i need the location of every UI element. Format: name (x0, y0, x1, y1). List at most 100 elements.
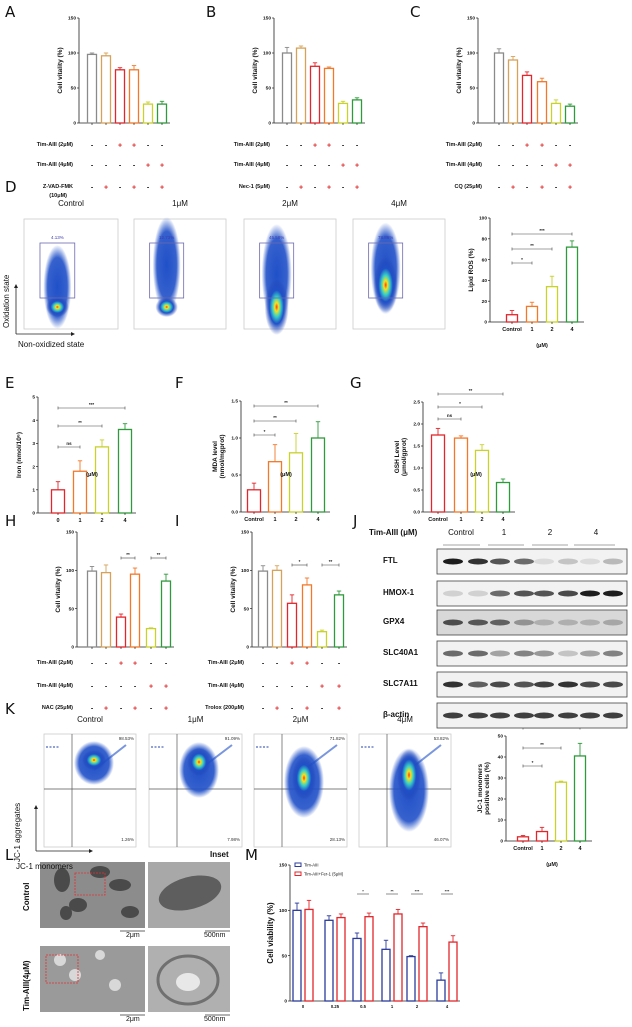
treatment-label: Nec-1 (5μM) (238, 184, 270, 190)
y-tick-label: 100 (479, 216, 487, 222)
y-tick-label: 100 (68, 51, 76, 57)
protein-band (443, 650, 463, 657)
swollen-mitochondrion (54, 954, 66, 966)
significance-label: * (532, 760, 534, 765)
x-tick-label: 2 (416, 1004, 419, 1009)
y-axis-label: Oxidation state (2, 274, 11, 328)
bar (295, 47, 307, 124)
y-axis-label: JC-1 monomers (477, 764, 484, 814)
y-tick-label: 0 (32, 511, 35, 517)
y-tick-label: 1.5 (231, 399, 238, 405)
x-tick-label: 4 (123, 518, 127, 524)
y-axis-label: GSH Level (394, 441, 401, 474)
plus-sign: + (159, 162, 165, 170)
bar (160, 580, 172, 648)
y-tick-label: 5 (32, 395, 35, 401)
flow-plot-d (352, 218, 446, 330)
significance-label: * (459, 401, 461, 406)
y-axis-label: Cell vitality (%) (456, 47, 463, 93)
plus-sign: + (145, 162, 151, 170)
x-tick-label: 2 (100, 518, 103, 524)
lower-right-percent: 1.26% (121, 837, 134, 842)
flow-title: 2μM (282, 199, 298, 208)
bar (156, 103, 168, 124)
plus-sign: + (304, 660, 310, 668)
gate-percent: 45.58% (269, 235, 285, 240)
density-core (155, 297, 178, 317)
minus-sign: - (119, 683, 123, 691)
bar (117, 428, 133, 514)
y-tick-label: 50 (498, 734, 504, 740)
minus-sign: - (104, 660, 108, 668)
minus-sign: - (90, 705, 94, 713)
protein-label: SLC40A1 (383, 648, 419, 657)
y-tick-label: 50 (244, 606, 250, 612)
panel-label-k: K (5, 700, 15, 718)
density-core (397, 749, 421, 801)
bar-fer1 (304, 908, 314, 1002)
minus-sign: - (104, 162, 108, 170)
protein-band (468, 681, 488, 688)
significance-label: ** (540, 742, 544, 747)
bar (115, 616, 127, 648)
density-core (46, 297, 69, 317)
significance-label: ** (126, 552, 130, 557)
bar-fer1 (393, 913, 403, 1002)
significance-label: * (299, 559, 301, 564)
bar (281, 52, 293, 124)
minus-sign: - (290, 705, 294, 713)
treatment-label: Tim-AIII (4μM) (36, 683, 73, 689)
x-axis-label: (μM) (470, 472, 482, 478)
minus-sign: - (355, 142, 359, 150)
inset-region-box (45, 954, 79, 984)
event-cloud (152, 217, 181, 313)
minus-sign: - (275, 660, 279, 668)
flow-plot-k (43, 733, 137, 848)
plus-sign: + (118, 660, 124, 668)
panel-label-b: B (206, 3, 217, 21)
plus-sign: + (354, 162, 360, 170)
y-tick-label: 2.5 (413, 400, 420, 406)
bar (128, 69, 140, 124)
mitochondrion-inset (158, 875, 222, 911)
legend-swatch (294, 871, 302, 876)
plus-sign: + (336, 683, 342, 691)
plus-sign: + (148, 683, 154, 691)
bar (86, 53, 98, 124)
minus-sign: - (511, 142, 515, 150)
plus-sign: + (336, 705, 342, 713)
bar (333, 594, 345, 648)
panel-label-d: D (5, 178, 17, 196)
protein-band (558, 590, 578, 597)
y-tick-label: 40 (482, 278, 488, 284)
bar (474, 449, 490, 513)
y-axis-label: MDA level (212, 441, 219, 472)
x-axis-label: (μM) (86, 472, 98, 478)
minus-sign: - (146, 142, 150, 150)
legend-label: Tim-AIII (304, 863, 319, 868)
y-tick-label: 1.5 (413, 444, 420, 450)
minus-sign: - (285, 184, 289, 192)
blot-group-label: 1 (501, 528, 507, 537)
minus-sign: - (525, 162, 529, 170)
bar (50, 489, 66, 514)
protein-band (490, 712, 510, 719)
protein-band (490, 590, 510, 597)
minus-sign: - (160, 142, 164, 150)
bar (554, 781, 568, 842)
bar (535, 830, 549, 842)
y-tick-label: 100 (467, 51, 475, 57)
significance-label: ns (447, 413, 453, 418)
y-tick-label: 30 (498, 776, 504, 782)
swollen-mitochondrion (69, 969, 81, 981)
flow-title: Control (77, 715, 103, 724)
protein-band (534, 712, 554, 719)
plus-sign: + (132, 705, 138, 713)
blot-row (436, 548, 628, 575)
protein-band (514, 619, 534, 626)
flow-title: 1μM (187, 715, 204, 724)
protein-band (443, 619, 463, 626)
minus-sign: - (540, 162, 544, 170)
plus-sign: + (163, 705, 169, 713)
